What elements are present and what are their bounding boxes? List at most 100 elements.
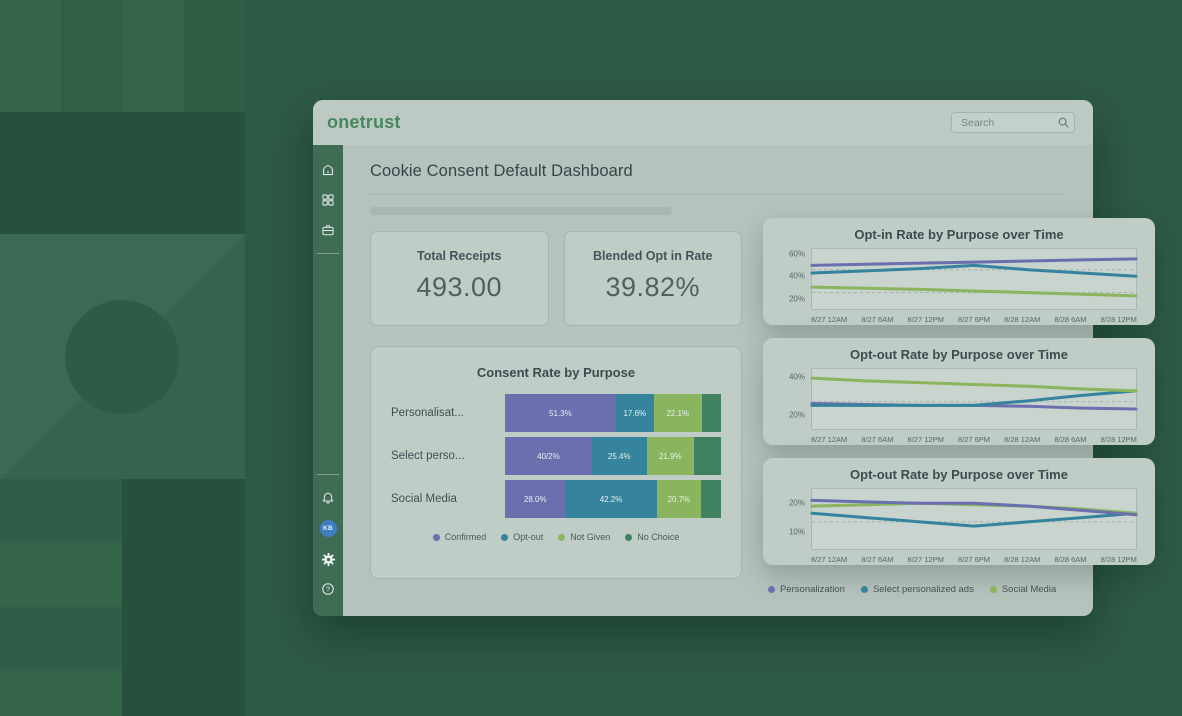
stat-label: Blended Opt in Rate xyxy=(593,249,713,263)
stacked-bar-chart: Personalisat... 51.3% 17.6% 22.1% Select per… xyxy=(391,394,721,518)
bar-segment: 21.9% xyxy=(646,437,694,475)
bar-row: Select perso... 40/2% 25.4% 21.9% xyxy=(391,437,721,475)
search-input[interactable] xyxy=(951,112,1075,133)
background-shape xyxy=(122,0,184,112)
y-axis: 10% 20% xyxy=(781,488,811,550)
bar-segment: 17.6% xyxy=(615,394,654,432)
bar-segment: 22.1% xyxy=(653,394,702,432)
legend-label: Select personalized ads xyxy=(872,584,974,595)
bar-category-label: Social Media xyxy=(391,493,457,505)
y-tick-label: 20% xyxy=(788,410,805,420)
opt-in-rate-chart-card: Opt-in Rate by Purpose over Time 20% 40% 6… xyxy=(763,218,1155,325)
legend-label: Personalization xyxy=(780,584,845,595)
background-shape xyxy=(65,300,179,414)
apps-grid-icon[interactable] xyxy=(320,192,336,208)
loading-skeleton-bar xyxy=(370,207,672,215)
legend-dot-icon xyxy=(432,533,440,541)
bar-segment xyxy=(701,480,721,518)
bar-category-label: Select perso... xyxy=(391,450,465,462)
x-tick-label: 8/27 6AM xyxy=(861,435,894,444)
bar-row: Social Media 28.0% 42.2% 20.7% xyxy=(391,480,721,518)
chart-title: Opt-in Rate by Purpose over Time xyxy=(854,227,1064,242)
settings-gear-icon[interactable] xyxy=(320,551,336,567)
sidebar: KB xyxy=(313,145,343,616)
stat-label: Total Receipts xyxy=(416,249,502,263)
x-tick-label: 8/28 12AM xyxy=(1004,435,1041,444)
x-tick-label: 8/28 12AM xyxy=(1004,555,1041,564)
opt-out-rate-chart-card: Opt-out Rate by Purpose over Time 20% 40%… xyxy=(763,338,1155,445)
bar-segment: 40/2% xyxy=(505,437,592,475)
bar-category-label: Personalisat... xyxy=(391,407,464,419)
stat-card-total-receipts: Total Receipts 493.00 xyxy=(370,231,549,326)
search-icon xyxy=(1058,117,1069,128)
legend-item: Personalization xyxy=(768,584,845,595)
series-line xyxy=(812,513,1136,526)
x-axis: 8/27 12AM 8/27 6AM 8/27 12PM 8/27 6PM 8/28 1… xyxy=(811,555,1137,564)
series-line xyxy=(812,265,1136,276)
title-divider xyxy=(370,194,1065,195)
series-line xyxy=(812,287,1136,296)
stat-card-blended-opt-in-rate: Blended Opt in Rate 39.82% xyxy=(563,231,742,326)
bar-segment: 20.7% xyxy=(656,480,702,518)
app-body: KB xyxy=(313,145,1093,616)
legend-item: Opt-out xyxy=(501,532,543,542)
x-tick-label: 8/27 6PM xyxy=(957,435,991,444)
x-tick-label: 8/28 12PM xyxy=(1100,555,1137,564)
x-tick-label: 8/27 6PM xyxy=(957,315,991,324)
legend-dot-icon xyxy=(501,533,509,541)
help-icon[interactable]: ? xyxy=(320,581,336,597)
x-tick-label: 8/28 12AM xyxy=(1004,315,1041,324)
chart-legend: Confirmed Opt-out Not Given No Choice xyxy=(391,532,721,542)
y-tick-label: 10% xyxy=(788,527,805,537)
stat-value: 39.82% xyxy=(605,272,701,302)
x-tick-label: 8/28 6AM xyxy=(1054,315,1087,324)
legend-label: Opt-out xyxy=(513,532,544,542)
legend-item: Confirmed xyxy=(432,532,486,542)
y-tick-label: 60% xyxy=(788,249,805,259)
y-axis: 20% 40% xyxy=(781,368,811,430)
series-line xyxy=(812,378,1136,391)
x-tick-label: 8/27 12PM xyxy=(907,315,944,324)
search-box[interactable] xyxy=(951,112,1075,133)
chart-title: Opt-out Rate by Purpose over Time xyxy=(850,467,1068,482)
legend-label: Social Media xyxy=(1001,584,1057,595)
background-shape xyxy=(0,671,122,716)
purpose-legend: Personalization Select personalized ads So… xyxy=(763,584,1155,595)
bar-segment xyxy=(693,437,721,475)
background-shape xyxy=(0,607,122,671)
background-shape xyxy=(184,0,245,112)
x-axis: 8/27 12AM 8/27 6AM 8/27 12PM 8/27 6PM 8/28 1… xyxy=(811,435,1137,444)
x-tick-label: 8/28 12PM xyxy=(1100,315,1137,324)
chart-title: Opt-out Rate by Purpose over Time xyxy=(850,347,1068,362)
onetrust-logo: onetrust xyxy=(327,112,401,132)
series-line xyxy=(812,259,1136,266)
background-shape xyxy=(0,543,122,607)
legend-dot-icon xyxy=(768,586,775,593)
y-axis: 20% 40% 60% xyxy=(781,248,811,310)
x-tick-label: 8/28 12PM xyxy=(1100,435,1137,444)
sidebar-divider xyxy=(317,253,339,254)
consent-rate-chart-card: Consent Rate by Purpose Personalisat... 5… xyxy=(370,346,742,579)
svg-text:?: ? xyxy=(326,587,330,594)
home-icon[interactable] xyxy=(320,162,336,178)
bar-track: 28.0% 42.2% 20.7% xyxy=(505,480,721,518)
x-tick-label: 8/27 6AM xyxy=(861,555,894,564)
notifications-bell-icon[interactable] xyxy=(320,490,336,506)
legend-label: No Choice xyxy=(637,532,680,542)
legend-dot-icon xyxy=(625,533,633,541)
y-tick-label: 40% xyxy=(788,372,805,382)
background-shape xyxy=(61,0,122,112)
line-chart-plot xyxy=(811,488,1137,550)
user-avatar[interactable]: KB xyxy=(319,520,337,537)
bar-segment: 25.4% xyxy=(591,437,647,475)
right-chart-column: Opt-in Rate by Purpose over Time 20% 40% 6… xyxy=(763,218,1155,595)
briefcase-icon[interactable] xyxy=(320,222,336,238)
x-tick-label: 8/27 6PM xyxy=(957,555,991,564)
legend-dot-icon xyxy=(989,586,997,593)
legend-dot-icon xyxy=(860,586,868,593)
legend-label: Not Given xyxy=(570,532,611,542)
background-shape xyxy=(0,479,122,543)
series-line xyxy=(812,391,1136,406)
bar-segment: 42.2% xyxy=(565,480,657,518)
